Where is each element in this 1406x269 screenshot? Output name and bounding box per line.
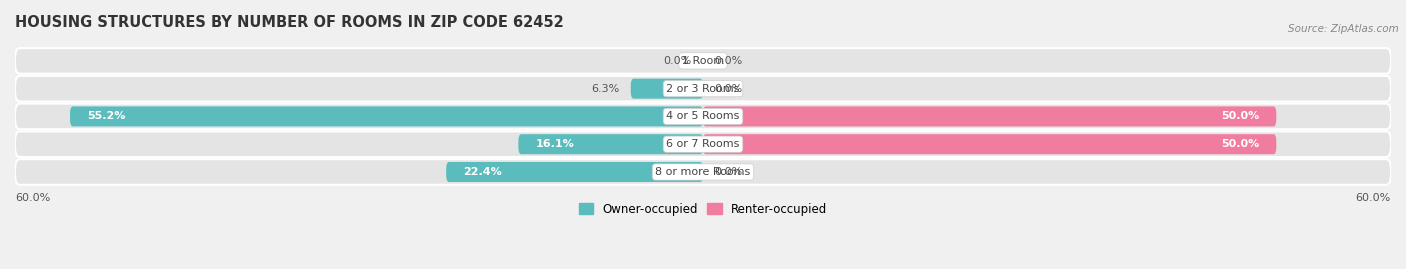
Text: 0.0%: 0.0% <box>664 56 692 66</box>
FancyBboxPatch shape <box>631 79 703 99</box>
Text: 6 or 7 Rooms: 6 or 7 Rooms <box>666 139 740 149</box>
Text: Source: ZipAtlas.com: Source: ZipAtlas.com <box>1288 24 1399 34</box>
FancyBboxPatch shape <box>15 132 1391 157</box>
Text: 16.1%: 16.1% <box>536 139 574 149</box>
Legend: Owner-occupied, Renter-occupied: Owner-occupied, Renter-occupied <box>574 198 832 220</box>
Text: 0.0%: 0.0% <box>714 167 742 177</box>
FancyBboxPatch shape <box>703 134 1277 154</box>
FancyBboxPatch shape <box>15 48 1391 74</box>
Text: 50.0%: 50.0% <box>1220 111 1260 121</box>
Text: 22.4%: 22.4% <box>464 167 502 177</box>
FancyBboxPatch shape <box>70 107 703 126</box>
FancyBboxPatch shape <box>703 107 1277 126</box>
Text: 0.0%: 0.0% <box>714 56 742 66</box>
FancyBboxPatch shape <box>519 134 703 154</box>
Text: 1 Room: 1 Room <box>682 56 724 66</box>
Text: 8 or more Rooms: 8 or more Rooms <box>655 167 751 177</box>
FancyBboxPatch shape <box>15 104 1391 129</box>
Text: 60.0%: 60.0% <box>15 193 51 203</box>
Text: 0.0%: 0.0% <box>714 84 742 94</box>
Text: HOUSING STRUCTURES BY NUMBER OF ROOMS IN ZIP CODE 62452: HOUSING STRUCTURES BY NUMBER OF ROOMS IN… <box>15 15 564 30</box>
FancyBboxPatch shape <box>446 162 703 182</box>
Text: 50.0%: 50.0% <box>1220 139 1260 149</box>
FancyBboxPatch shape <box>15 159 1391 185</box>
Text: 6.3%: 6.3% <box>591 84 619 94</box>
Text: 4 or 5 Rooms: 4 or 5 Rooms <box>666 111 740 121</box>
FancyBboxPatch shape <box>15 76 1391 101</box>
Text: 60.0%: 60.0% <box>1355 193 1391 203</box>
Text: 2 or 3 Rooms: 2 or 3 Rooms <box>666 84 740 94</box>
Text: 55.2%: 55.2% <box>87 111 125 121</box>
